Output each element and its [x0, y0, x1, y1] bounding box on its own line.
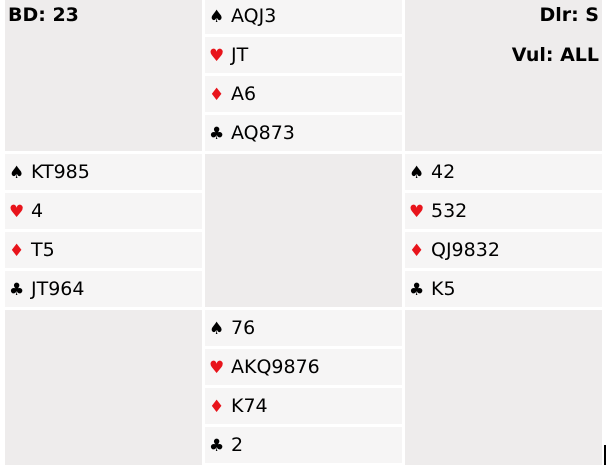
- heart-icon: ♥: [9, 202, 25, 222]
- west-diamonds: ♦ T5: [5, 232, 202, 268]
- spade-icon: ♠: [209, 319, 225, 339]
- heart-icon: ♥: [209, 358, 225, 378]
- bottom-left-area: [5, 310, 202, 465]
- east-spades: ♠ 42: [405, 154, 602, 190]
- club-icon: ♣: [9, 280, 25, 300]
- heart-icon: ♥: [409, 202, 425, 222]
- holding: AQ873: [231, 122, 295, 144]
- south-spades: ♠ 76: [205, 310, 402, 346]
- holding: AQJ3: [231, 5, 277, 27]
- club-icon: ♣: [409, 280, 425, 300]
- heart-icon: ♥: [209, 46, 225, 66]
- south-clubs: ♣ 2: [205, 427, 402, 463]
- east-clubs: ♣ K5: [405, 271, 602, 307]
- west-hearts: ♥ 4: [5, 193, 202, 229]
- holding: QJ9832: [431, 239, 500, 261]
- bottom-right-area: [405, 310, 602, 465]
- divider: [604, 445, 606, 465]
- holding: 4: [31, 200, 44, 222]
- holding: K74: [231, 395, 268, 417]
- board-number: BD: 23: [8, 4, 79, 26]
- holding: 532: [431, 200, 468, 222]
- diamond-icon: ♦: [209, 85, 225, 105]
- club-icon: ♣: [209, 124, 225, 144]
- spade-icon: ♠: [209, 7, 225, 27]
- club-icon: ♣: [209, 436, 225, 456]
- top-left-area: [5, 0, 202, 151]
- diamond-icon: ♦: [409, 241, 425, 261]
- holding: AKQ9876: [231, 356, 320, 378]
- north-spades: ♠ AQJ3: [205, 0, 402, 34]
- spade-icon: ♠: [9, 163, 25, 183]
- north-diamonds: ♦ A6: [205, 76, 402, 112]
- holding: 42: [431, 161, 456, 183]
- diamond-icon: ♦: [9, 241, 25, 261]
- spade-icon: ♠: [409, 163, 425, 183]
- holding: 2: [231, 434, 244, 456]
- north-clubs: ♣ AQ873: [205, 115, 402, 151]
- holding: A6: [231, 83, 257, 105]
- holding: K5: [431, 278, 456, 300]
- south-hearts: ♥ AKQ9876: [205, 349, 402, 385]
- dealer: Dlr: S: [539, 4, 599, 26]
- diamond-icon: ♦: [209, 397, 225, 417]
- south-diamonds: ♦ K74: [205, 388, 402, 424]
- west-spades: ♠ KT985: [5, 154, 202, 190]
- vulnerability: Vul: ALL: [511, 44, 599, 66]
- holding: JT: [231, 44, 249, 66]
- north-hearts: ♥ JT: [205, 37, 402, 73]
- holding: JT964: [31, 278, 85, 300]
- holding: T5: [31, 239, 55, 261]
- holding: 76: [231, 317, 256, 339]
- holding: KT985: [31, 161, 90, 183]
- east-hearts: ♥ 532: [405, 193, 602, 229]
- east-diamonds: ♦ QJ9832: [405, 232, 602, 268]
- center-area: [205, 154, 402, 307]
- top-right-area: [405, 0, 602, 151]
- west-clubs: ♣ JT964: [5, 271, 202, 307]
